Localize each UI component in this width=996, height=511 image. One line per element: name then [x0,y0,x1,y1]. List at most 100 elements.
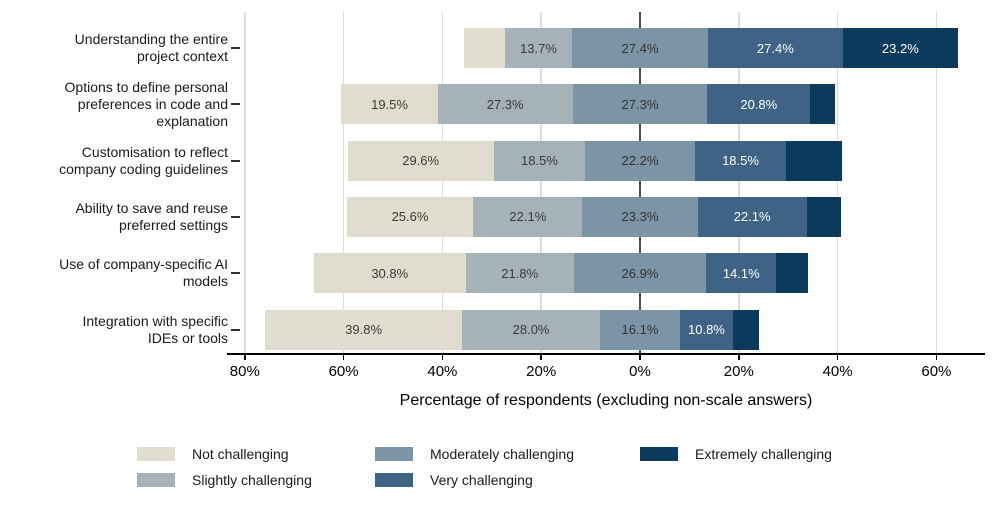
category-label-use-of-company-specific-ai-models: Use of company-specific AI models [59,256,228,290]
y-tick [231,215,240,218]
segment-value-label: 22.2% [621,153,659,169]
gridline-80% [244,12,246,353]
segment-slightly-challenging-ability-to-save-and-reuse-preferred-settings: 22.1% [473,196,583,237]
x-tick [639,354,641,360]
segment-value-label: 23.2% [881,40,919,56]
category-label-ability-to-save-and-reuse-preferred-settings: Ability to save and reuse preferred setti… [75,199,228,233]
segment-value-label: 27.4% [756,40,794,56]
segment-value-label: 28.0% [512,322,550,337]
legend-item-very-challenging: Very challenging [375,472,533,488]
segment-not-challenging-integration-with-specific-ides-or-tools: 39.8% [265,309,462,350]
x-tick-label-60%: 60% [921,363,952,380]
segment-value-label: 30.8% [371,265,409,281]
legend-item-not-challenging: Not challenging [137,446,289,462]
segment-value-label: 39.8% [345,322,383,337]
segment-not-challenging-customisation-to-reflect-company-coding-guidelines: 29.6% [347,140,494,181]
x-tick [836,354,839,360]
y-tick [231,328,240,331]
y-tick [231,47,240,49]
x-axis-title: Percentage of respondents (excluding non… [399,392,813,409]
bar-row-options-to-define-personal-preferences-in-code-and-explanation: 19.5% 27.3% 27.3% 20.8% [0,84,996,125]
legend-label: Slightly challenging [192,472,312,488]
x-tick [935,354,938,360]
legend-label: Extremely challenging [695,446,832,462]
segment-value-label: 27.3% [621,96,659,112]
x-tick-label-40%: 40% [822,363,853,380]
segment-not-challenging-use-of-company-specific-ai-models: 30.8% [313,253,466,294]
legend-item-moderately-challenging: Moderately challenging [375,446,574,462]
segment-very-challenging-options-to-define-personal-preferences-in-code-and-explanation: 20.8% [707,84,811,125]
legend-label: Not challenging [192,446,289,462]
segment-value-label: 18.5% [722,153,759,169]
legend-label: Very challenging [430,472,533,488]
segment-value-label: 16.1% [621,322,659,337]
segment-value-label: 22.1% [733,209,771,225]
x-tick [540,354,542,360]
category-label-customisation-to-reflect-company-coding-guidelines: Customisation to reflect company coding g… [59,143,228,177]
segment-value-label: 22.1% [509,209,547,225]
legend-item-slightly-challenging: Slightly challenging [137,472,312,488]
segment-value-label: 27.4% [621,40,659,56]
segment-not-challenging-understanding-the-entire-project-context [463,28,505,68]
bar-row-integration-with-specific-ides-or-tools: 39.8% 28.0% 16.1% 10.8% [0,309,996,350]
segment-very-challenging-ability-to-save-and-reuse-preferred-settings: 22.1% [697,196,807,237]
x-tick [441,354,444,360]
x-tick-label-80%: 80% [229,363,260,380]
segment-extremely-challenging-ability-to-save-and-reuse-preferred-settings [806,196,841,237]
y-tick [231,159,240,162]
segment-slightly-challenging-understanding-the-entire-project-context: 13.7% [504,28,573,68]
category-label-understanding-the-entire-project-context: Understanding the entire project context [74,31,228,64]
gridline-40% [441,12,444,353]
bar-row-understanding-the-entire-project-context: 13.7% 27.4% 27.4% 23.2% [0,28,996,68]
segment-extremely-challenging-options-to-define-personal-preferences-in-code-and-explanation [810,84,836,125]
segment-extremely-challenging-understanding-the-entire-project-context: 23.2% [843,28,958,68]
segment-very-challenging-use-of-company-specific-ai-models: 14.1% [706,253,777,294]
segment-moderately-challenging-options-to-define-personal-preferences-in-code-and-explanation: 27.3% [572,84,708,125]
segment-value-label: 21.8% [501,265,539,281]
segment-value-label: 26.9% [621,265,659,281]
segment-extremely-challenging-use-of-company-specific-ai-models [776,253,808,294]
segment-moderately-challenging-ability-to-save-and-reuse-preferred-settings: 23.3% [582,196,698,237]
x-tick [244,354,246,360]
x-tick [342,354,345,360]
segment-very-challenging-customisation-to-reflect-company-coding-guidelines: 18.5% [694,140,787,181]
legend-label: Moderately challenging [430,446,574,462]
x-tick-label-40%: 40% [427,363,458,380]
bar-row-use-of-company-specific-ai-models: 30.8% 21.8% 26.9% 14.1% [0,253,996,294]
x-tick-label-0%: 0% [629,363,651,380]
gridline-20% [540,12,542,353]
segment-slightly-challenging-customisation-to-reflect-company-coding-guidelines: 18.5% [493,140,586,181]
segment-slightly-challenging-options-to-define-personal-preferences-in-code-and-explanation: 27.3% [437,84,573,125]
legend-swatch-slightly-challenging [137,473,175,487]
category-label-options-to-define-personal-preferences-in-code-and-explanation: Options to define personal preferences in… [64,78,228,129]
segment-not-challenging-ability-to-save-and-reuse-preferred-settings: 25.6% [346,196,474,237]
segment-slightly-challenging-use-of-company-specific-ai-models: 21.8% [465,253,574,294]
category-label-integration-with-specific-ides-or-tools: Integration with specific IDEs or tools [82,312,228,346]
segment-value-label: 18.5% [521,153,558,169]
gridline-40% [836,12,839,353]
legend-item-extremely-challenging: Extremely challenging [640,446,832,462]
x-tick-label-20%: 20% [723,363,754,380]
legend-swatch-very-challenging [375,473,413,487]
segment-moderately-challenging-integration-with-specific-ides-or-tools: 16.1% [600,309,680,350]
segment-value-label: 19.5% [371,96,408,112]
segment-not-challenging-options-to-define-personal-preferences-in-code-and-explanation: 19.5% [341,84,438,125]
bar-row-ability-to-save-and-reuse-preferred-settings: 25.6% 22.1% 23.3% 22.1% [0,196,996,237]
zero-gridline [639,12,641,353]
segment-value-label: 23.3% [621,209,659,225]
segment-value-label: 29.6% [402,153,440,169]
x-tick-label-20%: 20% [526,363,557,380]
gridline-60% [935,12,938,353]
segment-moderately-challenging-use-of-company-specific-ai-models: 26.9% [573,253,707,294]
segment-value-label: 13.7% [520,40,557,56]
legend-swatch-not-challenging [137,447,175,461]
segment-value-label: 25.6% [391,209,429,225]
segment-very-challenging-understanding-the-entire-project-context: 27.4% [707,28,844,68]
legend-swatch-moderately-challenging [375,447,413,461]
x-axis-line [227,353,985,355]
segment-extremely-challenging-customisation-to-reflect-company-coding-guidelines [786,140,842,181]
segment-moderately-challenging-customisation-to-reflect-company-coding-guidelines: 22.2% [585,140,695,181]
gridline-60% [342,12,345,353]
legend-swatch-extremely-challenging [640,447,678,461]
